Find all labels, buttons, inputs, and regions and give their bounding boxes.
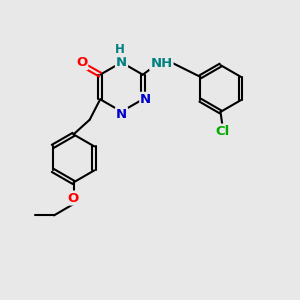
Text: N: N — [116, 56, 127, 69]
Text: Cl: Cl — [216, 124, 230, 138]
Text: H: H — [115, 43, 125, 56]
Text: O: O — [76, 56, 87, 69]
Text: N: N — [140, 93, 152, 106]
Text: NH: NH — [150, 57, 172, 70]
Text: O: O — [68, 191, 79, 205]
Text: N: N — [116, 108, 127, 121]
